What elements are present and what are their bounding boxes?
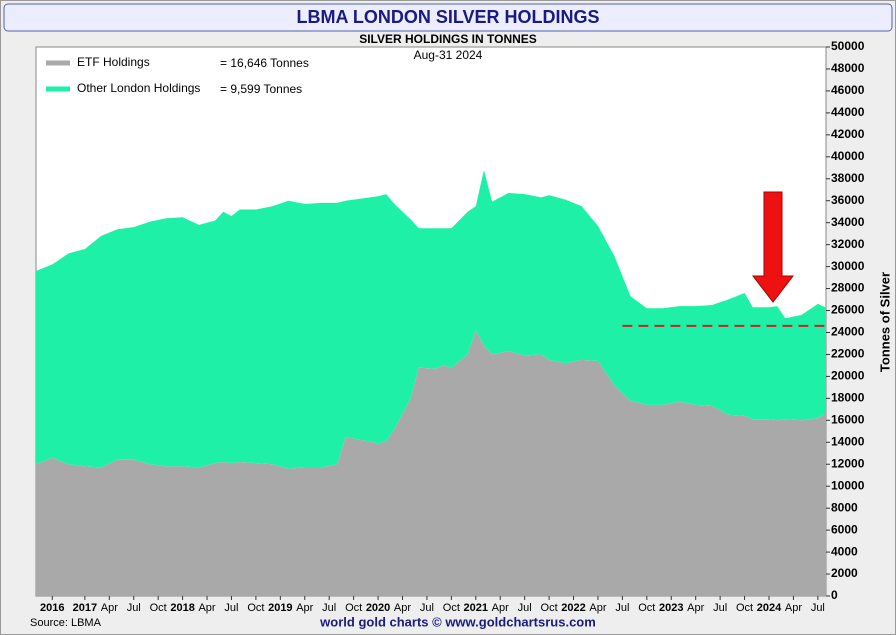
x-tick-label: Oct xyxy=(345,602,362,614)
area xyxy=(36,330,826,596)
plot xyxy=(36,170,826,596)
y-tick-label: 46000 xyxy=(831,83,865,97)
x-tick-label: 2024 xyxy=(757,602,782,614)
x-tick-label: Oct xyxy=(247,602,264,614)
x-tick-label: 2021 xyxy=(464,602,488,614)
arrow xyxy=(751,191,795,303)
source: Source: LBMA xyxy=(30,617,102,629)
y-axis-label: Tonnes of Silver xyxy=(877,272,892,372)
y-tick-label: 12000 xyxy=(831,456,865,470)
x-tick-label: Oct xyxy=(150,602,167,614)
legend-label: Other London Holdings xyxy=(77,81,200,95)
y-tick-label: 16000 xyxy=(831,412,865,426)
x-tick-label: Jul xyxy=(127,602,141,614)
x-tick-label: Apr xyxy=(198,602,215,614)
legend-value: = 16,646 Tonnes xyxy=(220,56,309,70)
chart-title: LBMA LONDON SILVER HOLDINGS xyxy=(297,7,600,27)
x-tick-label: 2018 xyxy=(170,602,194,614)
y-tick-label: 24000 xyxy=(831,325,865,339)
legend-value: = 9,599 Tonnes xyxy=(220,82,302,96)
x-tick-label: Jul xyxy=(811,602,825,614)
x-tick-label: 2023 xyxy=(659,602,683,614)
y-tick-label: 50000 xyxy=(831,39,865,53)
y-tick-label: 18000 xyxy=(831,391,865,405)
y-tick-label: 32000 xyxy=(831,237,865,251)
y-tick-label: 36000 xyxy=(831,193,865,207)
legend-label: ETF Holdings xyxy=(77,55,150,69)
x-tick-label: Apr xyxy=(687,602,704,614)
x-tick-label: 2016 xyxy=(40,602,64,614)
y-tick-label: 30000 xyxy=(831,259,865,273)
y-tick-label: 28000 xyxy=(831,281,865,295)
y-tick-label: 8000 xyxy=(831,500,858,514)
x-tick-label: 2020 xyxy=(366,602,390,614)
y-tick-label: 22000 xyxy=(831,347,865,361)
y-tick-label: 34000 xyxy=(831,215,865,229)
y-tick-label: 42000 xyxy=(831,127,865,141)
title-bar xyxy=(3,3,893,32)
y-tick-label: 4000 xyxy=(831,544,858,558)
x-tick-label: Jul xyxy=(615,602,629,614)
y-tick-label: 10000 xyxy=(831,478,865,492)
area xyxy=(36,170,826,469)
x-tick-label: Apr xyxy=(589,602,606,614)
x-tick-label: Jul xyxy=(713,602,727,614)
x-tick-label: Oct xyxy=(541,602,558,614)
y-tick-label: 20000 xyxy=(831,369,865,383)
x-tick-label: 2019 xyxy=(268,602,292,614)
footer: world gold charts © www.goldchartsrus.co… xyxy=(319,614,596,629)
x-tick-label: 2017 xyxy=(73,602,97,614)
x-tick-label: Jul xyxy=(224,602,238,614)
date-label: Aug-31 2024 xyxy=(414,48,483,62)
x-tick-label: Apr xyxy=(492,602,509,614)
x-tick-label: Apr xyxy=(785,602,802,614)
x-tick-label: Jul xyxy=(420,602,434,614)
x-tick-label: Oct xyxy=(736,602,753,614)
x-tick-label: Jul xyxy=(322,602,336,614)
y-tick-label: 6000 xyxy=(831,522,858,536)
x-tick-label: Oct xyxy=(443,602,460,614)
y-tick-label: 48000 xyxy=(831,61,865,75)
x-tick-label: Apr xyxy=(394,602,411,614)
y-tick-label: 2000 xyxy=(831,566,858,580)
y-tick-label: 38000 xyxy=(831,171,865,185)
x-tick-label: Oct xyxy=(638,602,655,614)
y-tick-label: 26000 xyxy=(831,303,865,317)
subtitle: SILVER HOLDINGS IN TONNES xyxy=(359,32,537,46)
x-tick-label: 2022 xyxy=(561,602,585,614)
y-tick-label: 14000 xyxy=(831,434,865,448)
y-tick-label: 44000 xyxy=(831,105,865,119)
y-tick-label: 0 xyxy=(831,588,838,602)
x-tick-label: Jul xyxy=(518,602,532,614)
y-tick-label: 40000 xyxy=(831,149,865,163)
x-tick-label: Apr xyxy=(296,602,313,614)
x-tick-label: Apr xyxy=(101,602,118,614)
